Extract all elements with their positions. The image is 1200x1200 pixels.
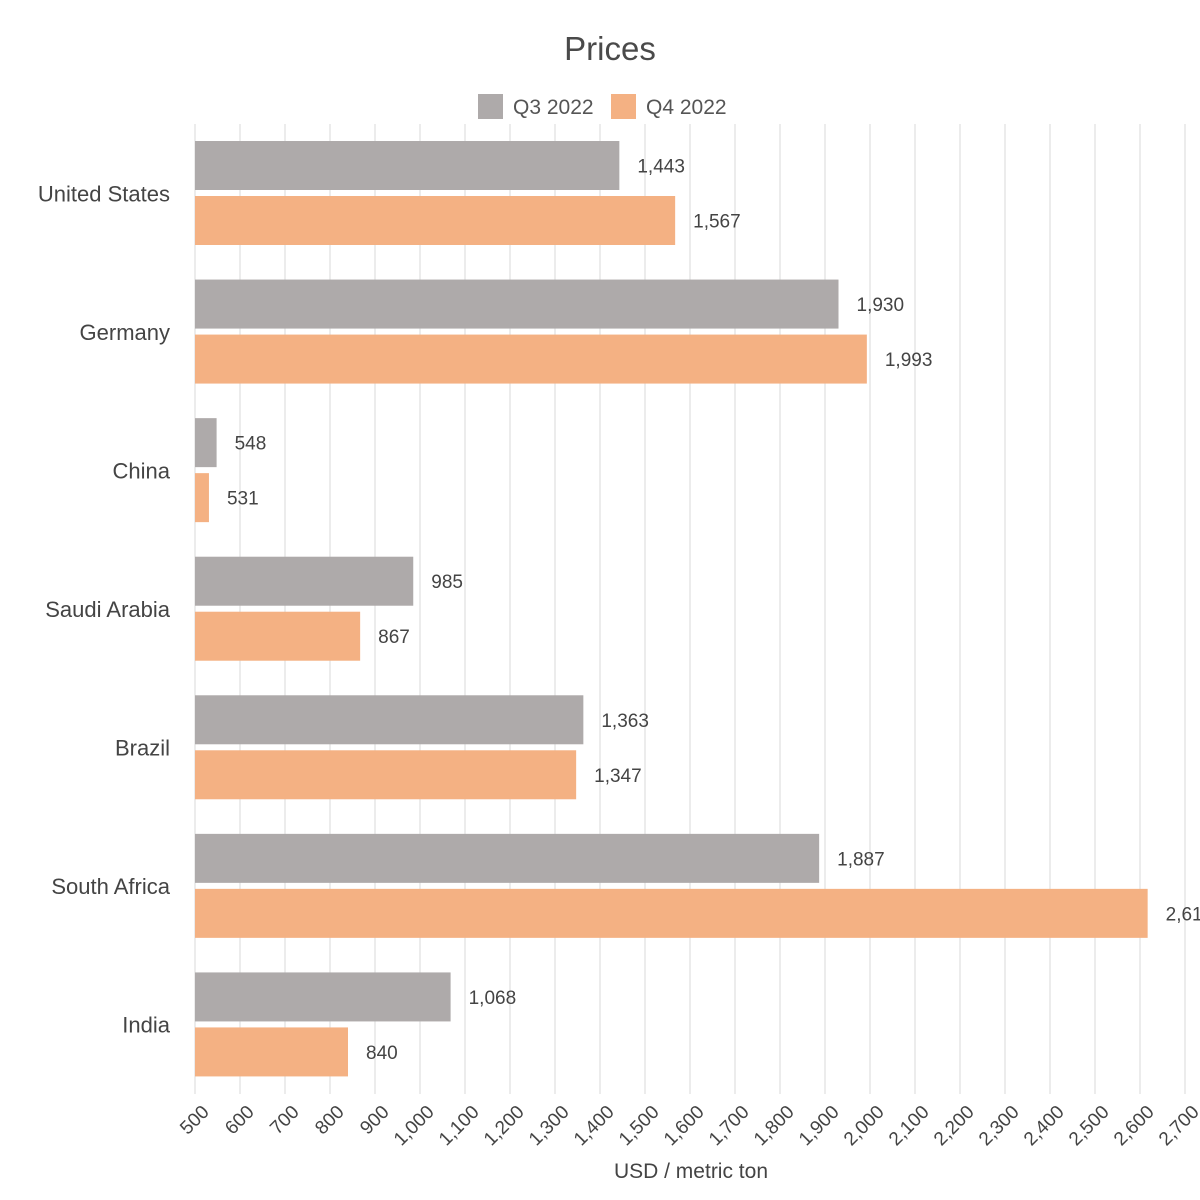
data-label: 1,363 [601,711,649,732]
x-tick-label: 2,200 [930,1102,978,1150]
legend-swatch [478,94,503,119]
x-tick-label: 1,800 [750,1102,798,1150]
x-tick-label: 1,300 [525,1102,573,1150]
x-tick-label: 900 [356,1102,393,1139]
data-label: 531 [227,489,259,510]
x-tick-label: 2,500 [1065,1102,1113,1150]
bar-q4 [195,196,676,245]
bar-q3 [195,418,217,468]
category-labels: United States Germany China Saudi Arabia Bra… [38,181,171,1037]
category-label: Germany [80,320,170,345]
x-tick-label: 1,100 [435,1102,483,1150]
x-tick-label: 600 [221,1102,258,1139]
data-label: 985 [431,572,463,593]
x-tick-label: 2,400 [1020,1102,1068,1150]
legend-label: Q4 2022 [646,96,727,119]
x-tick-label: 1,700 [705,1102,753,1150]
x-tick-label: 700 [266,1102,303,1139]
x-tick-label: 1,600 [660,1102,708,1150]
gridlines [194,124,1186,1094]
bar-q3 [195,141,620,190]
data-label: 867 [378,627,410,648]
chart-title: Prices [564,30,656,67]
legend: Q3 2022 Q4 2022 [478,94,727,119]
category-label: China [113,458,171,483]
x-tick-labels: 500 600 700 800 9001,0001,1001,2001,3001,400… [176,1102,1200,1150]
x-tick-label: 2,700 [1155,1102,1200,1150]
bar-q3 [195,695,584,745]
x-tick-label: 2,600 [1110,1102,1158,1150]
bar-q4 [195,888,1148,938]
x-tick-label: 500 [176,1102,213,1139]
bar-q4 [195,1027,348,1077]
data-label: 2,617 [1166,904,1200,925]
data-label: 1,347 [594,766,642,787]
x-tick-label: 1,500 [615,1102,663,1150]
data-label: 1,887 [837,849,885,870]
category-label: South Africa [51,874,170,899]
bar-q3 [195,972,451,1022]
x-tick-label: 1,000 [390,1102,438,1150]
bars: 1,443 1,567 1,930 1,993 548 531 985 867 1,363 1,3… [195,141,1200,1077]
data-label: 1,443 [637,157,685,178]
data-label: 548 [235,434,267,455]
bar-q3 [195,833,820,883]
data-label: 1,993 [885,350,933,371]
legend-swatch [611,94,636,119]
x-axis-title: USD / metric ton [614,1160,768,1183]
category-label: India [122,1013,170,1038]
x-tick-label: 2,300 [975,1102,1023,1150]
data-label: 1,068 [469,988,517,1009]
data-label: 1,567 [693,212,741,233]
category-label: Brazil [115,736,170,761]
category-label: Saudi Arabia [45,597,171,622]
bar-q4 [195,334,867,384]
legend-label: Q3 2022 [513,96,594,119]
bar-q3 [195,556,414,606]
data-label: 840 [366,1043,398,1064]
x-tick-label: 2,000 [840,1102,888,1150]
category-label: United States [38,181,170,206]
x-tick-label: 1,900 [795,1102,843,1150]
bar-q4 [195,473,209,523]
x-tick-label: 1,400 [570,1102,618,1150]
data-label: 1,930 [857,295,905,316]
x-tick-label: 800 [311,1102,348,1139]
x-tick-label: 1,200 [480,1102,528,1150]
bar-q4 [195,750,577,800]
bar-q3 [195,279,839,329]
x-tick-label: 2,100 [885,1102,933,1150]
bar-q4 [195,611,361,661]
